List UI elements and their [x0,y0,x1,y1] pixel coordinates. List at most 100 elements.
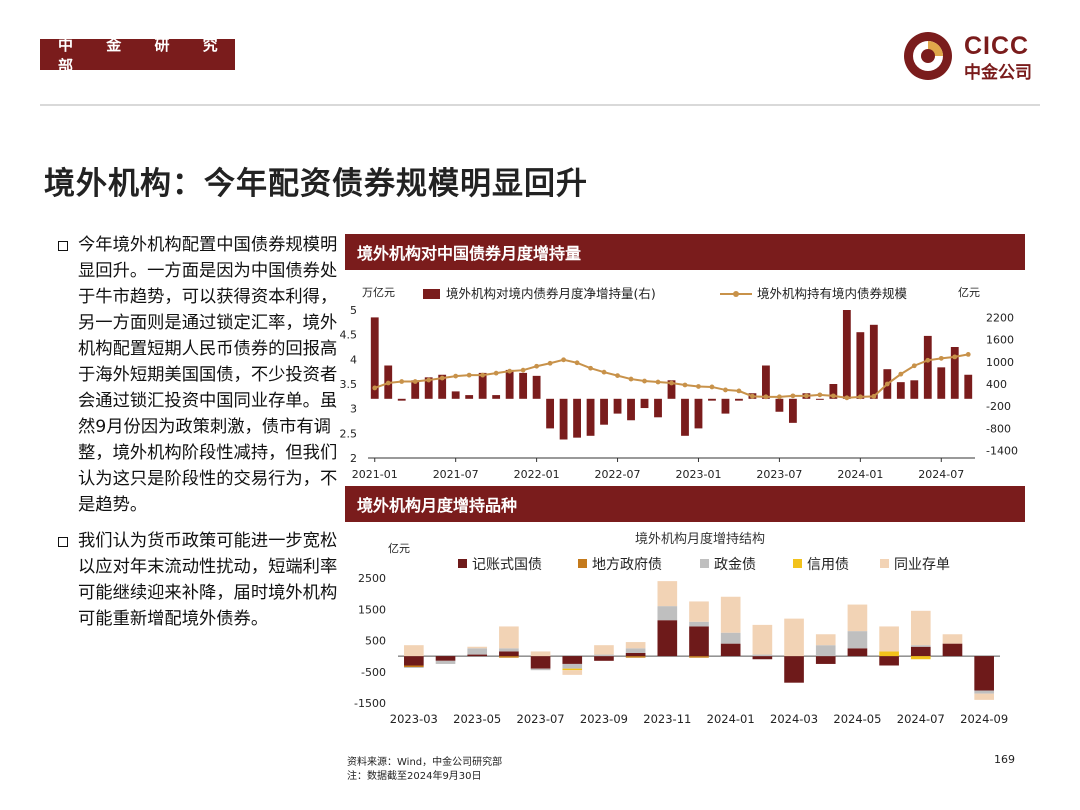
chart1-bar [573,398,581,438]
chart2-bar-segment [689,656,709,658]
chart1-bar [721,398,730,414]
chart1-left-tick: 5 [350,304,357,317]
chart1-bar [856,332,865,399]
chart2-bar-segment [847,648,868,657]
chart1-bar [815,398,824,400]
chart1-bar [923,335,932,399]
chart1-right-tick: 1000 [986,356,1014,369]
chart2-bar-segment [594,654,614,657]
chart2-bar-segment [625,648,646,653]
chart2-bar-segment [625,656,646,658]
chart1-bar [708,398,716,401]
chart1-line-point [466,372,472,378]
chart2-bar-segment [847,604,868,632]
chart1-left-tick: 2.5 [340,427,358,440]
chart1-line-point [857,394,863,400]
chart1-bar [950,347,959,399]
bullet-square-icon [58,241,68,251]
chart1-bar [937,367,946,399]
chart2-bar-segment [404,656,424,666]
chart1-line-point [655,379,661,385]
chart2-bar-segment [752,624,773,655]
chart1-bar [869,324,878,399]
chart1-bar [505,369,514,399]
chart1-legend-line-marker [733,291,739,297]
chart1-bar [964,374,973,399]
chart1-bar [667,380,676,399]
chart1-line-point [952,354,958,360]
chart2-bar-segment [689,601,709,622]
chart1-bar [694,398,703,429]
bullet-list: 今年境外机构配置中国债券规模明显回升。一方面是因为中国债券处于牛市趋势，可以获得… [58,232,338,642]
chart2-bar-segment [974,656,994,691]
chart1-left-tick: 4.5 [340,329,358,342]
chart1-x-tick: 2022-01 [514,468,560,481]
chart1-right-tick: 2200 [986,311,1014,324]
chart1-line-point [547,360,553,366]
chart2-bar-segment [942,634,963,644]
brand-tag: 中 金 研 究 部 [40,36,235,75]
chart1-bar [465,395,474,399]
chart2-bar-segment [499,648,519,652]
chart1-x-tick: 2023-01 [675,468,721,481]
chart2-y-tick: 500 [365,635,386,648]
chart1-line-point [750,393,755,399]
chart2-x-tick: 2024-05 [833,712,881,726]
chart2-bar-segment [530,656,551,669]
chart1-legend-line-label: 境外机构持有境内债券规模 [757,286,908,301]
chart1-bar [896,382,905,399]
chart1-line-point [426,377,432,383]
chart2-bar-segment [910,646,931,657]
chart2-bar-segment [404,667,424,668]
chart2-header: 境外机构月度增持品种 [345,486,1025,522]
chart1-line-point [561,357,566,363]
chart2-bar-segment [720,632,741,644]
chart2-bar-segment [404,665,424,668]
chart1-line-point [439,375,445,381]
chart2-legend-label: 政金债 [714,557,756,573]
chart2-x-tick: 2023-11 [643,712,691,726]
chart2-bar-segment [657,581,678,607]
chart2-bar-segment [435,656,456,661]
chart1-bar [735,398,743,401]
chart1-line-point [925,357,931,363]
chart2-bar-segment [625,642,646,649]
chart2-bar-segment [974,690,994,694]
chart1-right-tick: -1400 [986,445,1018,458]
chart1-line-point [453,373,459,379]
chart1-line-point [790,393,796,399]
chart1-line-point [777,394,782,400]
chart1-left-tick: 4 [350,353,357,366]
chart2-bar-segment [847,631,868,649]
chart2-bar-segment [974,693,994,700]
chart2-bar-segment [720,596,741,633]
chart2-x-tick: 2024-09 [960,712,1008,726]
chart1-right-tick: 1600 [986,334,1014,347]
chart2-bar-segment [404,645,424,657]
top-divider [40,104,1040,106]
chart1-x-tick: 2021-01 [352,468,398,481]
chart1-bar [600,398,608,425]
chart2-legend-label: 记账式国债 [472,557,542,573]
chart2-bar-segment [499,626,519,649]
chart2-bar-segment [530,651,551,657]
chart1-left-unit: 万亿元 [362,286,395,299]
chart1-bar [627,398,635,421]
logo-text-cn: 中金公司 [964,63,1032,83]
chart1-right-tick: 400 [986,378,1007,391]
chart2-legend-swatch [578,559,587,568]
chart2-bar-segment [879,626,899,652]
bullet-square-icon [58,537,68,547]
chart2-legend-swatch [700,559,709,568]
chart1-right-unit: 亿元 [958,286,980,299]
logo-text-en: CICC [964,32,1030,60]
chart2-bar-segment [689,626,709,657]
chart1-line-point [669,380,674,386]
chart1-bar [546,398,555,429]
chart1-line-point [696,384,701,389]
bullet-text: 今年境外机构配置中国债券规模明显回升。一方面是因为中国债券处于牛市趋势，可以获得… [78,235,338,515]
chart2-bar-segment [784,618,804,657]
chart2-bar-segment [720,643,741,657]
chart1-line-point [385,380,391,386]
